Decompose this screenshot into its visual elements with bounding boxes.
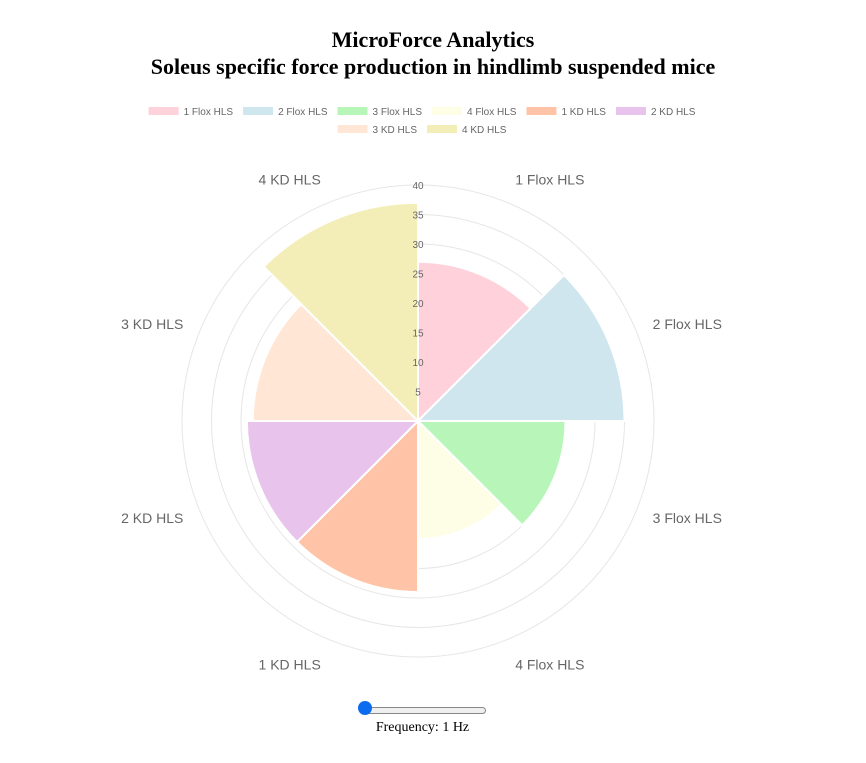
legend-label-2-kd-hls[interactable]: 2 KD HLS bbox=[651, 107, 696, 118]
chart-sectors bbox=[245, 201, 626, 594]
tick-label-35: 35 bbox=[412, 211, 424, 222]
category-label-4-kd-hls: 4 KD HLS bbox=[259, 171, 321, 187]
slider-thumb[interactable] bbox=[358, 701, 372, 715]
tick-label-20: 20 bbox=[412, 299, 424, 310]
slider-track[interactable] bbox=[364, 707, 486, 714]
sector-3-kd-hls[interactable] bbox=[251, 302, 421, 422]
frequency-label: Frequency: 1 Hz bbox=[375, 720, 470, 735]
category-label-1-flox-hls: 1 Flox HLS bbox=[515, 171, 584, 187]
legend-label-3-flox-hls[interactable]: 3 Flox HLS bbox=[373, 107, 423, 118]
category-label-2-kd-hls: 2 KD HLS bbox=[121, 510, 183, 526]
tick-label-15: 15 bbox=[412, 329, 424, 340]
legend-swatch-2-flox-hls[interactable] bbox=[243, 107, 274, 115]
legend-label-4-kd-hls[interactable]: 4 KD HLS bbox=[462, 125, 507, 136]
legend-label-1-kd-hls[interactable]: 1 KD HLS bbox=[561, 107, 606, 118]
sector-4-flox-hls[interactable] bbox=[417, 418, 503, 541]
legend-swatch-3-flox-hls[interactable] bbox=[337, 107, 368, 115]
category-label-2-flox-hls: 2 Flox HLS bbox=[653, 316, 722, 332]
grid-circle-40 bbox=[181, 184, 655, 658]
tick-label-10: 10 bbox=[412, 358, 424, 369]
tick-label-30: 30 bbox=[412, 240, 424, 251]
sector-2-kd-hls[interactable] bbox=[245, 420, 421, 544]
legend-label-3-kd-hls[interactable]: 3 KD HLS bbox=[373, 125, 418, 136]
tick-label-40: 40 bbox=[412, 181, 424, 192]
legend-label-4-flox-hls[interactable]: 4 Flox HLS bbox=[467, 107, 517, 118]
legend-swatch-1-flox-hls[interactable] bbox=[148, 107, 179, 115]
sector-3-flox-hls[interactable] bbox=[415, 420, 567, 527]
legend-swatch-4-kd-hls[interactable] bbox=[427, 125, 457, 133]
category-label-4-flox-hls: 4 Flox HLS bbox=[515, 657, 584, 673]
legend: 1 Flox HLS 2 Flox HLS 3 Flox HLS 4 Flox HLS… bbox=[148, 107, 696, 136]
legend-swatch-1-kd-hls[interactable] bbox=[526, 107, 557, 115]
sector-1-flox-hls[interactable] bbox=[417, 260, 533, 424]
category-label-1-kd-hls: 1 KD HLS bbox=[259, 657, 321, 673]
legend-swatch-2-kd-hls[interactable] bbox=[615, 107, 646, 115]
legend-label-1-flox-hls[interactable]: 1 Flox HLS bbox=[184, 107, 234, 118]
chart-subtitle: Soleus specific force production in hind… bbox=[150, 54, 716, 79]
tick-label-25: 25 bbox=[412, 270, 424, 281]
category-label-3-flox-hls: 3 Flox HLS bbox=[653, 510, 722, 526]
radial-ticks: 5 10 15 20 25 30 35 40 bbox=[412, 181, 424, 399]
sector-4-kd-hls[interactable] bbox=[262, 201, 419, 424]
polar-area-chart: 1 Flox HLS 2 Flox HLS 3 Flox HLS 4 Flox HLS… bbox=[121, 107, 722, 673]
category-labels: 1 Flox HLS 2 Flox HLS 3 Flox HLS 4 Flox HLS… bbox=[121, 171, 722, 672]
legend-swatch-3-kd-hls[interactable] bbox=[337, 125, 368, 133]
tick-label-5: 5 bbox=[415, 388, 421, 399]
sector-2-flox-hls[interactable] bbox=[415, 273, 626, 422]
frequency-slider[interactable] bbox=[358, 700, 488, 720]
category-label-3-kd-hls: 3 KD HLS bbox=[121, 316, 183, 332]
legend-label-2-flox-hls[interactable]: 2 Flox HLS bbox=[278, 107, 328, 118]
sector-1-kd-hls[interactable] bbox=[295, 418, 419, 594]
chart-title: MicroForce Analytics bbox=[331, 27, 535, 52]
legend-swatch-4-flox-hls[interactable] bbox=[432, 107, 462, 115]
